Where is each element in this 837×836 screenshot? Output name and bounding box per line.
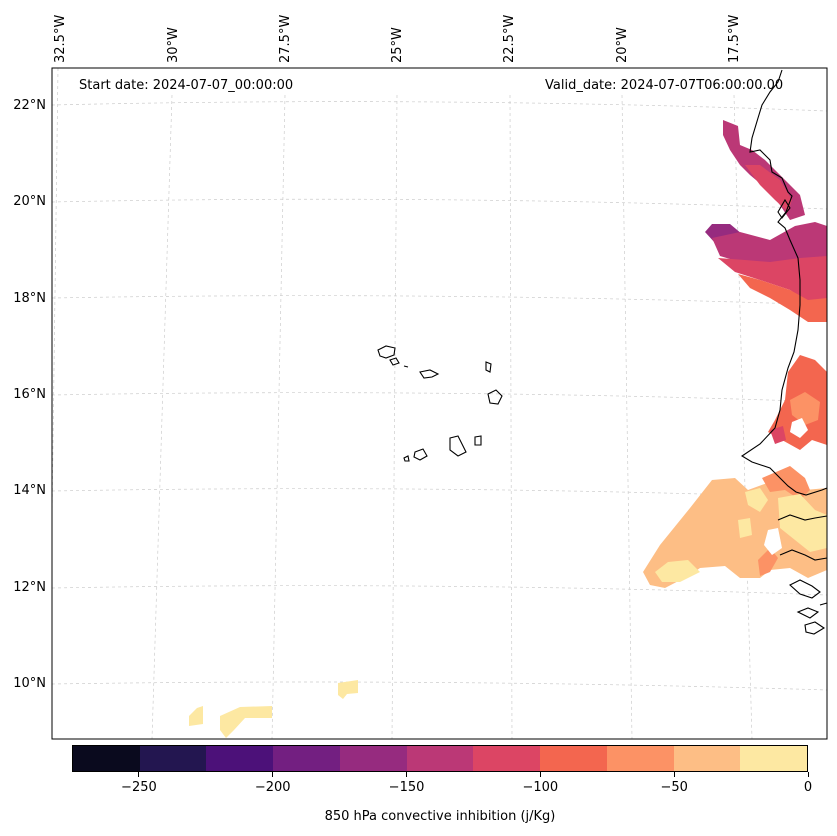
colorbar-tick (406, 772, 408, 777)
cin-region-south-patch-3 (220, 706, 272, 738)
cin-region-mauritania-band-3 (738, 274, 827, 322)
cin-region-senegal-dark-spot (770, 426, 786, 444)
colorbar-segment (273, 746, 340, 771)
latitude-label: 20°N (13, 194, 46, 209)
coastline-gambia (777, 514, 828, 521)
island-santo-antao (377, 345, 396, 359)
cin-region-senegal-hole (790, 392, 820, 425)
meridian-25w (391, 94, 398, 740)
longitude-label: 20°W (615, 27, 630, 63)
map-border (51, 67, 828, 740)
parallel-18n (51, 295, 828, 306)
island-sao-vicente (389, 357, 400, 366)
meridian-20w (621, 94, 633, 740)
colorbar-tick (138, 772, 140, 777)
colorbar-segment (606, 746, 674, 771)
latitude-label: 14°N (13, 483, 46, 498)
colorbar (72, 745, 808, 772)
colorbar-segment (473, 746, 541, 771)
longitude-label: 22.5°W (502, 14, 517, 63)
parallel-12n (51, 585, 828, 596)
colorbar-tick (539, 772, 541, 777)
cin-region-gambia-white (764, 528, 782, 555)
meridian-27-5w (271, 94, 286, 740)
island-boa-vista (487, 389, 503, 405)
cin-region-gambia-orange-2 (758, 548, 778, 576)
parallel-10n (51, 681, 828, 691)
colorbar-title: 850 hPa convective inhibition (j/Kg) (324, 809, 556, 824)
colorbar-segment (139, 746, 207, 771)
island-sal (485, 361, 492, 373)
cin-region-gambia-orange (762, 466, 810, 500)
longitude-label: 27.5°W (278, 14, 293, 63)
colorbar-tick-label: −150 (388, 780, 425, 795)
map-background (52, 68, 827, 739)
cin-region-south-patch-1 (338, 680, 358, 699)
colorbar-tick-label: −200 (254, 780, 291, 795)
parallel-16n (51, 392, 828, 403)
cin-region-mauritania-band (712, 222, 827, 262)
colorbar-tick (272, 772, 274, 777)
island-santa-luzia (403, 365, 409, 368)
colorbar-segment (73, 746, 140, 771)
coastline-guinea-bissau (779, 549, 828, 635)
meridian-30w (151, 94, 173, 740)
latitude-label: 22°N (13, 98, 46, 113)
colorbar-tick-label: −100 (522, 780, 559, 795)
colorbar-tick (673, 772, 675, 777)
island-santiago (449, 435, 467, 457)
colorbar-tick-label: −250 (121, 780, 157, 795)
parallel-22n (51, 101, 828, 112)
latitude-label: 18°N (13, 291, 46, 306)
cin-region-mauritania-north-inner (745, 165, 792, 212)
island-maio (474, 435, 482, 446)
parallel-14n (51, 488, 828, 499)
colorbar-segment (339, 746, 407, 771)
longitude-label: 30°W (166, 27, 181, 63)
cin-region-senegal-hole-inner (790, 418, 808, 438)
colorbar-segment (673, 746, 741, 771)
colorbar-tick-label: 0 (803, 780, 813, 795)
cin-region-gambia-yellow-4 (655, 560, 700, 582)
coastline-west-africa (740, 69, 828, 496)
longitude-label: 17.5°W (727, 14, 742, 63)
colorbar-segment (206, 746, 274, 771)
latitude-label: 12°N (13, 580, 46, 595)
longitude-label: 32.5°W (53, 14, 68, 63)
colorbar-segment (740, 746, 808, 771)
cin-region-gambia-yellow-2 (738, 518, 752, 538)
meridian-17-5w (733, 94, 753, 740)
island-brava (403, 455, 410, 462)
cin-region-gambia-yellow-3 (778, 494, 827, 552)
cin-region-gambia-yellow-1 (745, 488, 768, 512)
coastline-cap-blanc (777, 198, 791, 219)
latitude-label: 16°N (13, 387, 46, 402)
valid-date-label: Valid_date: 2024-07-07T06:00:00.00 (545, 78, 784, 93)
island-sao-nicolau (419, 369, 440, 379)
colorbar-segment (406, 746, 474, 771)
latitude-label: 10°N (13, 676, 46, 691)
start-date-label: Start date: 2024-07-07_00:00:00 (79, 78, 294, 93)
longitude-label: 25°W (390, 27, 405, 63)
colorbar-segment (540, 746, 607, 771)
meridian-22-5w (509, 94, 513, 740)
colorbar-tick-label: −50 (660, 780, 688, 795)
colorbar-tick (807, 772, 809, 777)
island-fogo (413, 448, 428, 461)
cin-region-south-patch-2 (189, 706, 203, 726)
parallel-20n (51, 198, 828, 210)
coastlines (377, 69, 828, 635)
gridlines (51, 67, 828, 740)
